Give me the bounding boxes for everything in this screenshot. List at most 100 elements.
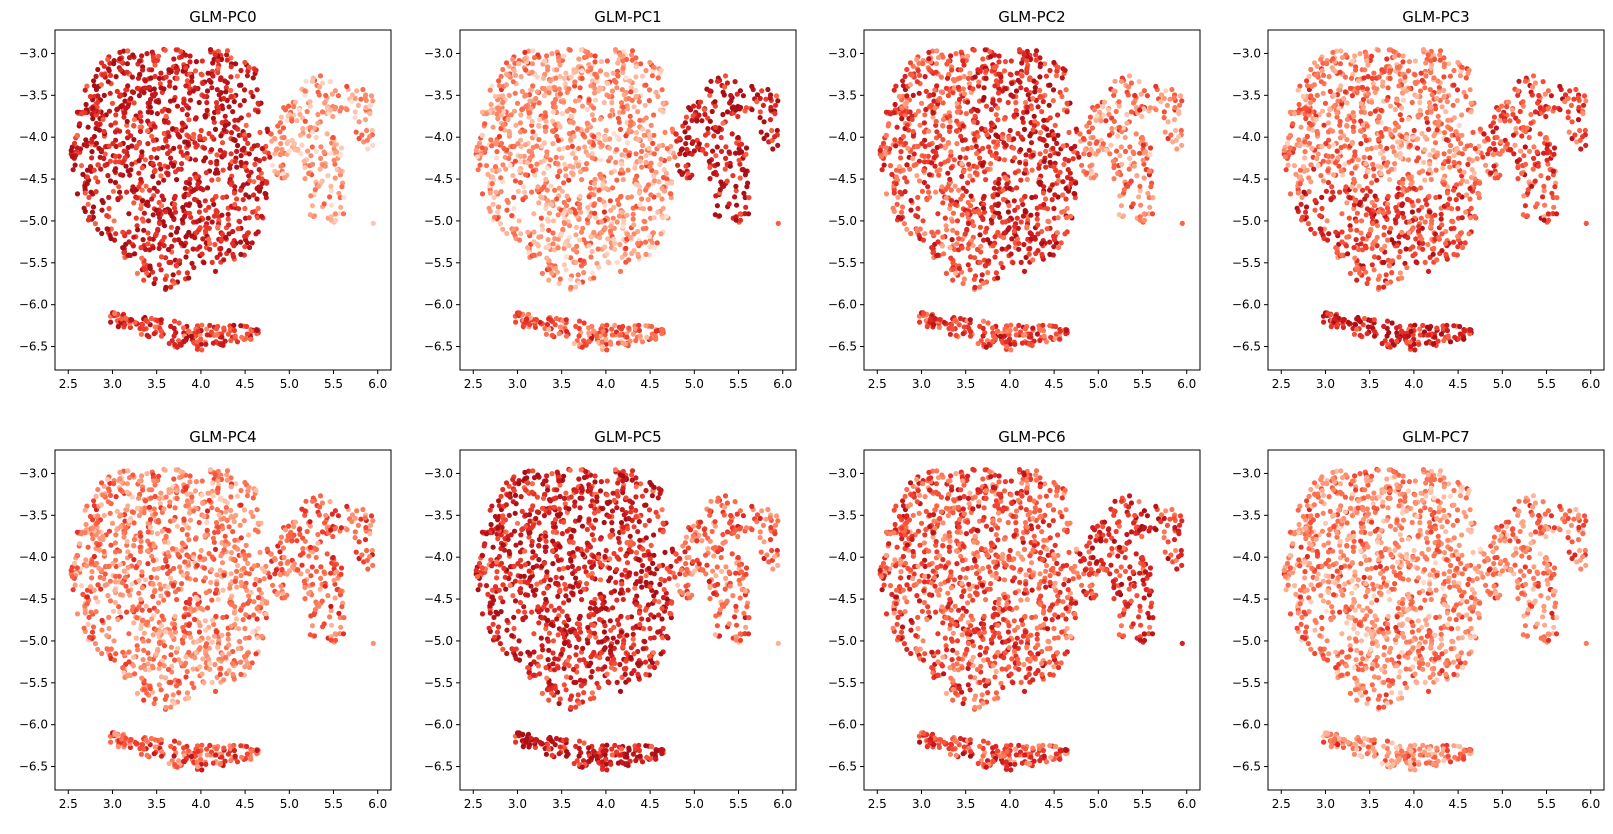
- scatter-point: [960, 58, 966, 64]
- scatter-point: [908, 197, 914, 204]
- scatter-point: [179, 120, 185, 126]
- scatter-point: [114, 107, 120, 113]
- scatter-point: [927, 67, 933, 73]
- scatter-point: [149, 133, 155, 139]
- scatter-point: [228, 151, 234, 157]
- scatter-point: [1451, 67, 1457, 74]
- scatter-point: [945, 170, 951, 176]
- scatter-point: [238, 187, 244, 193]
- scatter-point: [664, 213, 670, 219]
- scatter-point: [886, 121, 892, 127]
- scatter-point: [733, 183, 739, 189]
- scatter-point: [543, 113, 549, 119]
- scatter-point: [607, 155, 614, 161]
- scatter-point: [264, 126, 270, 132]
- scatter-point: [515, 188, 522, 194]
- scatter-point: [677, 135, 683, 142]
- scatter-point: [332, 88, 338, 94]
- scatter-point: [183, 254, 189, 260]
- scatter-point: [534, 161, 540, 167]
- scatter-point: [241, 98, 247, 104]
- scatter-point: [607, 136, 613, 142]
- scatter-point: [125, 144, 131, 151]
- scatter-point: [961, 168, 967, 174]
- scatter-point: [90, 105, 96, 111]
- scatter-point: [1073, 180, 1079, 186]
- scatter-point: [215, 69, 221, 76]
- scatter-point: [1027, 245, 1033, 251]
- scatter-point: [628, 89, 634, 95]
- scatter-point: [253, 231, 259, 237]
- scatter-point: [631, 248, 637, 254]
- scatter-point: [570, 171, 576, 177]
- scatter-point: [598, 59, 605, 65]
- scatter-point: [124, 61, 130, 67]
- scatter-point: [321, 201, 327, 207]
- scatter-point: [156, 262, 162, 268]
- scatter-point: [1059, 93, 1065, 100]
- scatter-point: [130, 184, 136, 190]
- scatter-point: [520, 197, 526, 203]
- scatter-point: [240, 182, 247, 188]
- scatter-point: [250, 93, 256, 100]
- scatter-point: [668, 191, 674, 197]
- scatter-point: [154, 155, 160, 161]
- x-tick-label: 2.5: [868, 377, 887, 391]
- scatter-point: [705, 126, 711, 132]
- scatter-point: [123, 87, 129, 93]
- scatter-point: [1011, 198, 1017, 204]
- scatter-point: [948, 149, 954, 155]
- scatter-point: [317, 166, 323, 172]
- scatter-point: [646, 98, 652, 104]
- scatter-point: [228, 181, 234, 187]
- scatter-point: [626, 257, 632, 263]
- scatter-point: [182, 185, 188, 191]
- scatter-point: [126, 252, 132, 258]
- scatter-point: [999, 246, 1005, 252]
- scatter-point: [1063, 327, 1069, 333]
- scatter-point: [189, 78, 195, 84]
- scatter-point: [732, 79, 738, 85]
- scatter-point: [360, 86, 366, 93]
- scatter-point: [932, 105, 938, 111]
- scatter-point: [488, 101, 494, 108]
- scatter-point: [1000, 187, 1006, 193]
- scatter-point: [557, 73, 563, 80]
- scatter-point: [224, 57, 230, 63]
- scatter-point: [980, 145, 986, 151]
- scatter-point: [977, 323, 983, 329]
- scatter-point: [134, 195, 140, 201]
- x-tick-label: 6.0: [1177, 377, 1196, 391]
- scatter-point: [518, 231, 524, 237]
- scatter-point: [707, 176, 713, 182]
- scatter-point: [245, 230, 251, 236]
- scatter-point: [633, 130, 640, 136]
- scatter-point: [323, 92, 329, 99]
- scatter-point: [101, 155, 107, 162]
- scatter-point: [1034, 216, 1040, 222]
- scatter-point: [960, 86, 966, 92]
- scatter-point: [879, 167, 885, 173]
- scatter-point: [1138, 202, 1144, 208]
- scatter-point: [943, 85, 950, 91]
- scatter-point: [948, 255, 954, 261]
- scatter-point: [134, 85, 140, 91]
- y-tick-label: −4.5: [828, 172, 857, 186]
- scatter-point: [251, 143, 257, 149]
- scatter-point: [1127, 155, 1133, 161]
- scatter-point: [754, 92, 761, 98]
- scatter-point: [549, 270, 555, 276]
- scatter-point: [743, 204, 749, 210]
- scatter-point: [116, 153, 122, 159]
- scatter-point: [954, 109, 960, 115]
- scatter-point: [1137, 183, 1143, 189]
- scatter-point: [980, 97, 986, 103]
- scatter-point: [959, 137, 966, 143]
- scatter-point: [1106, 132, 1113, 138]
- scatter-point: [272, 135, 278, 142]
- scatter-point: [1064, 100, 1070, 106]
- scatter-point: [1008, 58, 1014, 64]
- scatter-point: [125, 168, 131, 174]
- scatter-point: [1467, 196, 1473, 202]
- scatter-point: [758, 129, 764, 135]
